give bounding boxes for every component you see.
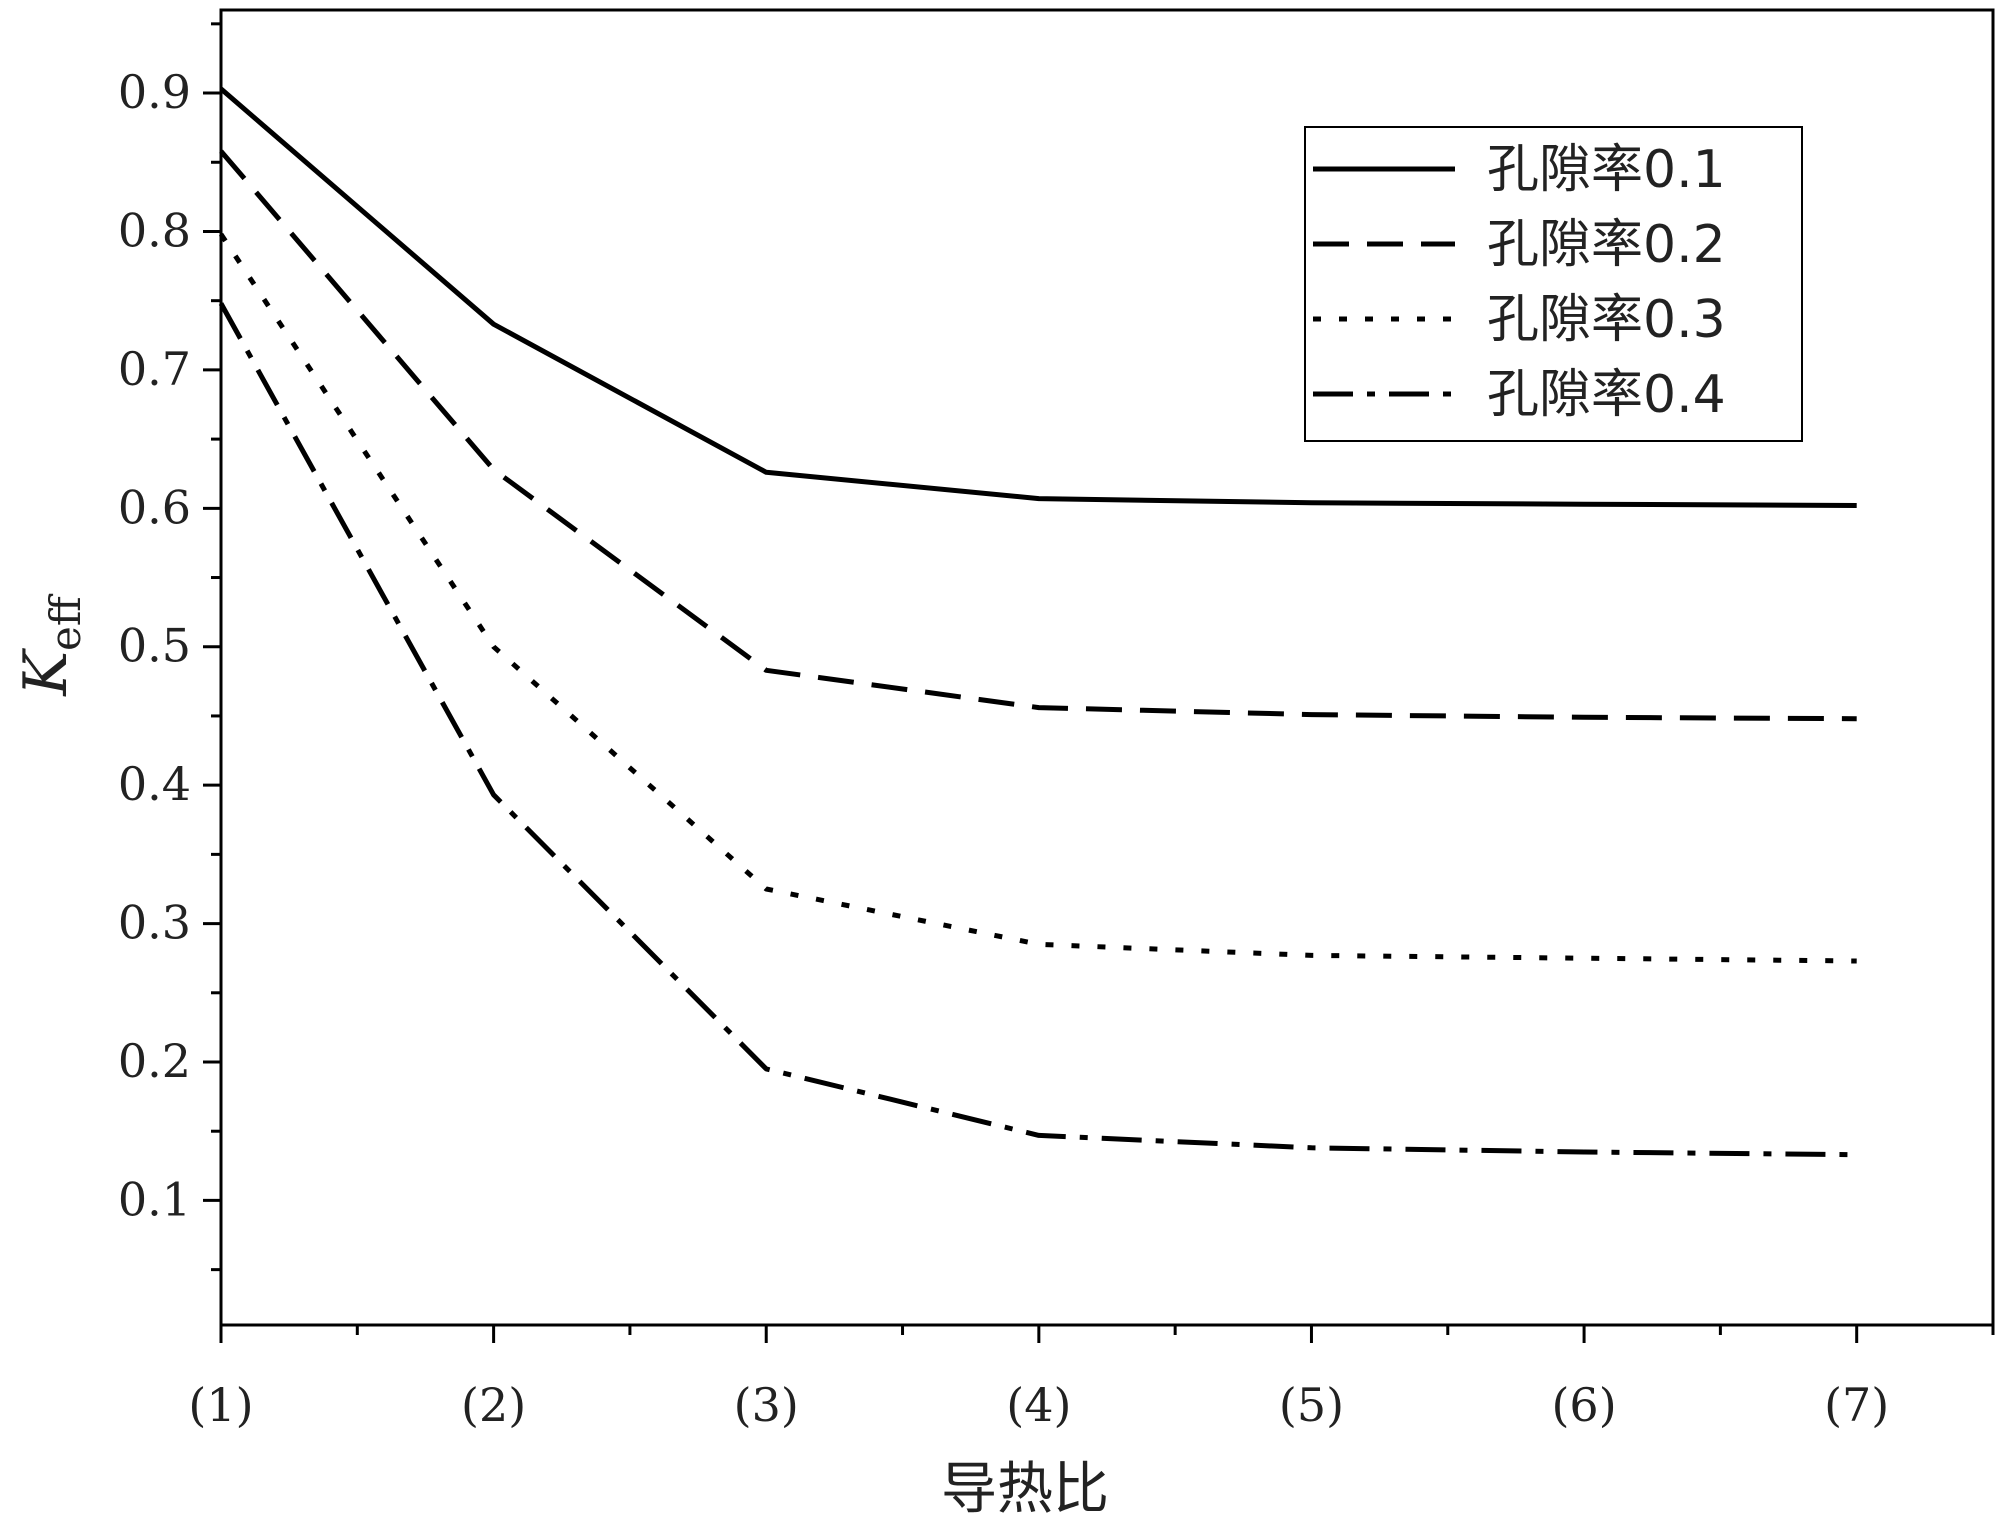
x-axis-title: 导热比 xyxy=(941,1457,1109,1522)
legend-box xyxy=(1304,126,1803,442)
y-tick-label: 0.7 xyxy=(118,342,191,396)
x-tick-label: (3) xyxy=(734,1378,799,1432)
y-axis-title-subscript: eff xyxy=(41,593,90,651)
legend-label: 孔隙率0.2 xyxy=(1487,215,1726,275)
x-tick-label: (2) xyxy=(461,1378,526,1432)
series-line-2 xyxy=(219,149,1857,722)
y-tick-label: 0.5 xyxy=(118,619,191,673)
series-lines xyxy=(218,87,1857,1158)
series-line-1 xyxy=(219,87,1857,508)
y-tick-label: 0.3 xyxy=(118,896,191,950)
y-tick-label: 0.1 xyxy=(118,1172,191,1226)
series-line-3 xyxy=(218,232,1857,964)
legend-label: 孔隙率0.4 xyxy=(1487,365,1726,425)
y-axis-title-main: K xyxy=(11,648,81,697)
series-line-4 xyxy=(218,302,1857,1158)
svg-text:Keff: Keff xyxy=(11,593,90,697)
x-tick-label: (5) xyxy=(1279,1378,1344,1432)
y-tick-label: 0.2 xyxy=(118,1034,191,1088)
axis-ticks xyxy=(203,22,1995,1343)
y-tick-label: 0.8 xyxy=(118,203,191,257)
legend-label: 孔隙率0.1 xyxy=(1487,140,1726,200)
x-tick-label: (4) xyxy=(1006,1378,1071,1432)
y-tick-label: 0.9 xyxy=(118,65,191,119)
x-tick-label: (7) xyxy=(1824,1378,1889,1432)
x-tick-label: (1) xyxy=(188,1378,253,1432)
plot-frame xyxy=(219,8,1995,1327)
legend: 孔隙率0.1 孔隙率0.2 孔隙率0.3 孔隙率0.4 xyxy=(1304,126,1803,442)
y-tick-label: 0.4 xyxy=(118,757,191,811)
tick-labels: 0.1 0.2 0.3 0.4 0.5 0.6 0.7 0.8 0.9 (1) (2) (3) (4) (… xyxy=(118,65,1889,1432)
legend-label: 孔隙率0.3 xyxy=(1487,290,1726,350)
y-tick-label: 0.6 xyxy=(118,480,191,534)
y-axis-title: Keff xyxy=(11,593,90,697)
x-tick-label: (6) xyxy=(1551,1378,1616,1432)
plot-area-border xyxy=(219,8,1995,1327)
